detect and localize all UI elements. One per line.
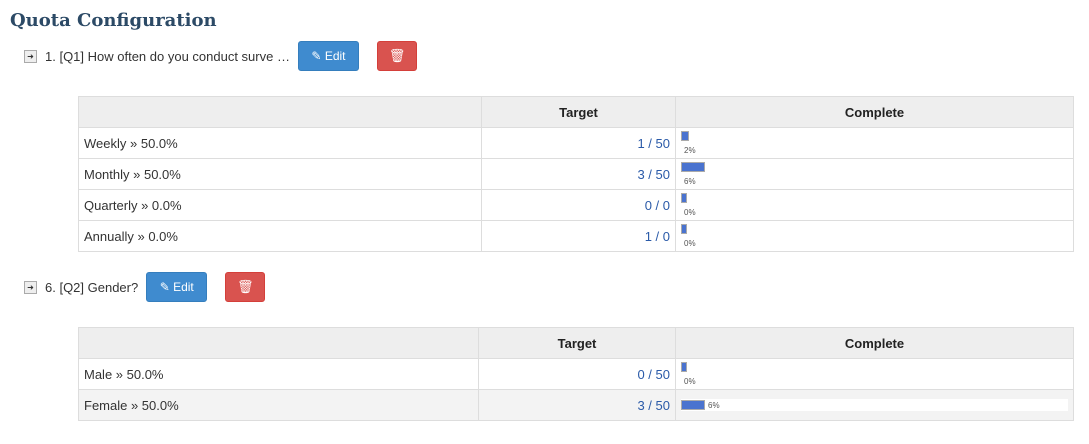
target-value[interactable]: 1 / 0: [481, 220, 676, 252]
target-value[interactable]: 3 / 50: [481, 158, 676, 190]
edit-icon: ✎: [159, 280, 174, 294]
progress-bar: [681, 400, 705, 410]
target-value[interactable]: 3 / 50: [478, 389, 676, 421]
target-value[interactable]: 1 / 50: [481, 127, 676, 159]
quota-header-q2: ➜ 6. [Q2] Gender? ✎ Edit 🗑: [24, 272, 266, 302]
table-row: Monthly » 50.0% 3 / 50 6%: [78, 158, 1074, 190]
delete-button[interactable]: 🗑: [225, 272, 266, 302]
progress-percent: 2%: [684, 145, 696, 155]
delete-button[interactable]: 🗑: [376, 41, 417, 71]
complete-header: Complete: [675, 96, 1074, 128]
complete-cell: 0%: [675, 358, 1074, 390]
table-row: Female » 50.0% 3 / 50 6%: [78, 389, 1074, 421]
target-value[interactable]: 0 / 0: [481, 189, 676, 221]
target-header: Target: [481, 96, 676, 128]
complete-cell: 6%: [675, 158, 1074, 190]
edit-icon: ✎: [311, 49, 325, 63]
complete-cell: 2%: [675, 127, 1074, 159]
option-label: Male » 50.0%: [78, 358, 479, 390]
table-row: Quarterly » 0.0% 0 / 0 0%: [78, 189, 1074, 221]
trash-icon: 🗑: [236, 279, 254, 294]
target-value[interactable]: 0 / 50: [478, 358, 676, 390]
progress-percent: 6%: [708, 400, 720, 410]
expand-icon[interactable]: ➜: [24, 49, 37, 63]
progress-bar: [681, 130, 689, 141]
progress-percent: 0%: [684, 376, 696, 386]
progress-percent: 0%: [684, 238, 696, 248]
progress-bar: [681, 192, 687, 203]
edit-button[interactable]: ✎ Edit: [297, 41, 359, 71]
question-label: 6. [Q2] Gender?: [45, 279, 139, 295]
page-title: Quota Configuration: [10, 10, 217, 31]
option-label: Monthly » 50.0%: [78, 158, 482, 190]
complete-header: Complete: [675, 327, 1074, 359]
progress-percent: 6%: [684, 176, 696, 186]
quota-table-q2: Target Complete Male » 50.0% 0 / 50 0% Fem…: [78, 327, 1074, 421]
option-label: Quarterly » 0.0%: [78, 189, 482, 221]
option-label: Annually » 0.0%: [78, 220, 482, 252]
quota-header-q1: ➜ 1. [Q1] How often do you conduct surve…: [24, 41, 417, 71]
complete-cell: 0%: [675, 189, 1074, 221]
table-row: Weekly » 50.0% 1 / 50 2%: [78, 127, 1074, 159]
table-row: Annually » 0.0% 1 / 0 0%: [78, 220, 1074, 252]
progress-bar: [681, 161, 705, 172]
trash-icon: 🗑: [388, 48, 406, 63]
option-label: Female » 50.0%: [78, 389, 479, 421]
edit-button[interactable]: ✎ Edit: [146, 272, 208, 302]
question-label: 1. [Q1] How often do you conduct surve …: [45, 48, 290, 64]
complete-cell: 6%: [675, 389, 1074, 421]
progress-bar: [681, 223, 687, 234]
target-header: Target: [478, 327, 676, 359]
option-label: Weekly » 50.0%: [78, 127, 482, 159]
quota-table-q1: Target Complete Weekly » 50.0% 1 / 50 2% M…: [78, 96, 1074, 252]
progress-percent: 0%: [684, 207, 696, 217]
table-row: Male » 50.0% 0 / 50 0%: [78, 358, 1074, 390]
complete-cell: 0%: [675, 220, 1074, 252]
expand-icon[interactable]: ➜: [24, 280, 37, 294]
progress-bar: [681, 361, 687, 372]
